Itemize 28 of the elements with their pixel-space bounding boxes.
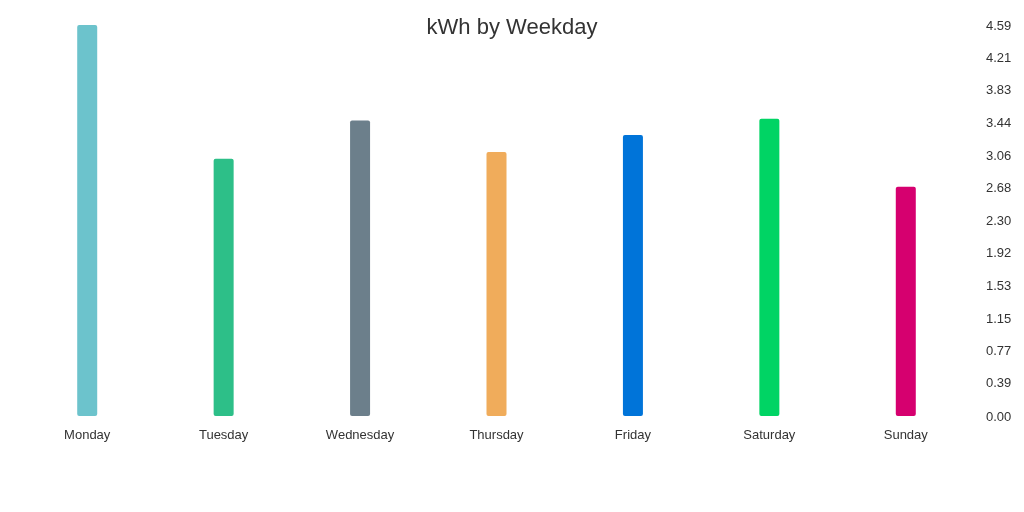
y-tick-label: 1.53 [986,278,1012,294]
y-tick-label: 2.68 [986,180,1012,196]
y-tick-label: 3.44 [986,115,1012,131]
bar [77,25,98,416]
y-tick-label: 0.77 [986,342,1012,358]
y-tick-label: 4.59 [986,17,1012,33]
x-tick-label: Monday [64,427,111,442]
chart-title: kWh by Weekday [426,13,598,39]
x-tick-label: Sunday [883,427,929,442]
x-tick-label: Saturday [743,427,796,442]
y-tick-label: 0.00 [986,408,1012,424]
y-tick-label: 1.15 [986,310,1012,326]
bar [622,134,643,416]
bar [759,118,780,416]
bar [895,186,916,416]
bar [213,158,234,416]
y-tick-label: 4.21 [986,49,1012,65]
y-tick-label: 0.39 [986,375,1012,391]
x-tick-label: Wednesday [325,427,395,442]
y-tick-label: 1.92 [986,244,1012,260]
bar [486,151,507,416]
x-tick-label: Thursday [469,427,525,442]
y-tick-label: 2.30 [986,212,1012,228]
x-tick-label: Tuesday [198,427,249,442]
y-tick-label: 3.83 [986,82,1012,98]
bar [350,120,371,416]
y-tick-label: 3.06 [986,147,1012,163]
x-tick-label: Friday [614,427,652,442]
